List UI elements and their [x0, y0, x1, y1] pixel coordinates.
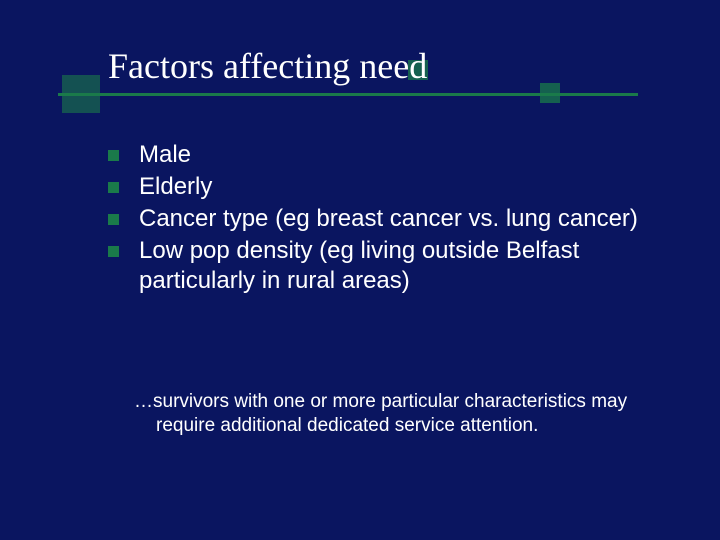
- list-item: Male: [108, 140, 658, 170]
- bullet-list: Male Elderly Cancer type (eg breast canc…: [108, 140, 658, 298]
- list-item: Cancer type (eg breast cancer vs. lung c…: [108, 204, 658, 234]
- bullet-square-icon: [108, 246, 119, 257]
- bullet-square-icon: [108, 182, 119, 193]
- slide-title: Factors affecting need: [108, 45, 427, 87]
- title-underline: [58, 93, 638, 96]
- list-item: Low pop density (eg living outside Belfa…: [108, 236, 658, 296]
- footer-note: …survivors with one or more particular c…: [108, 390, 668, 438]
- list-item: Elderly: [108, 172, 658, 202]
- bullet-text: Cancer type (eg breast cancer vs. lung c…: [139, 204, 638, 234]
- bullet-square-icon: [108, 214, 119, 225]
- bullet-text: Elderly: [139, 172, 212, 202]
- bullet-text: Male: [139, 140, 191, 170]
- bullet-square-icon: [108, 150, 119, 161]
- bullet-text: Low pop density (eg living outside Belfa…: [139, 236, 658, 296]
